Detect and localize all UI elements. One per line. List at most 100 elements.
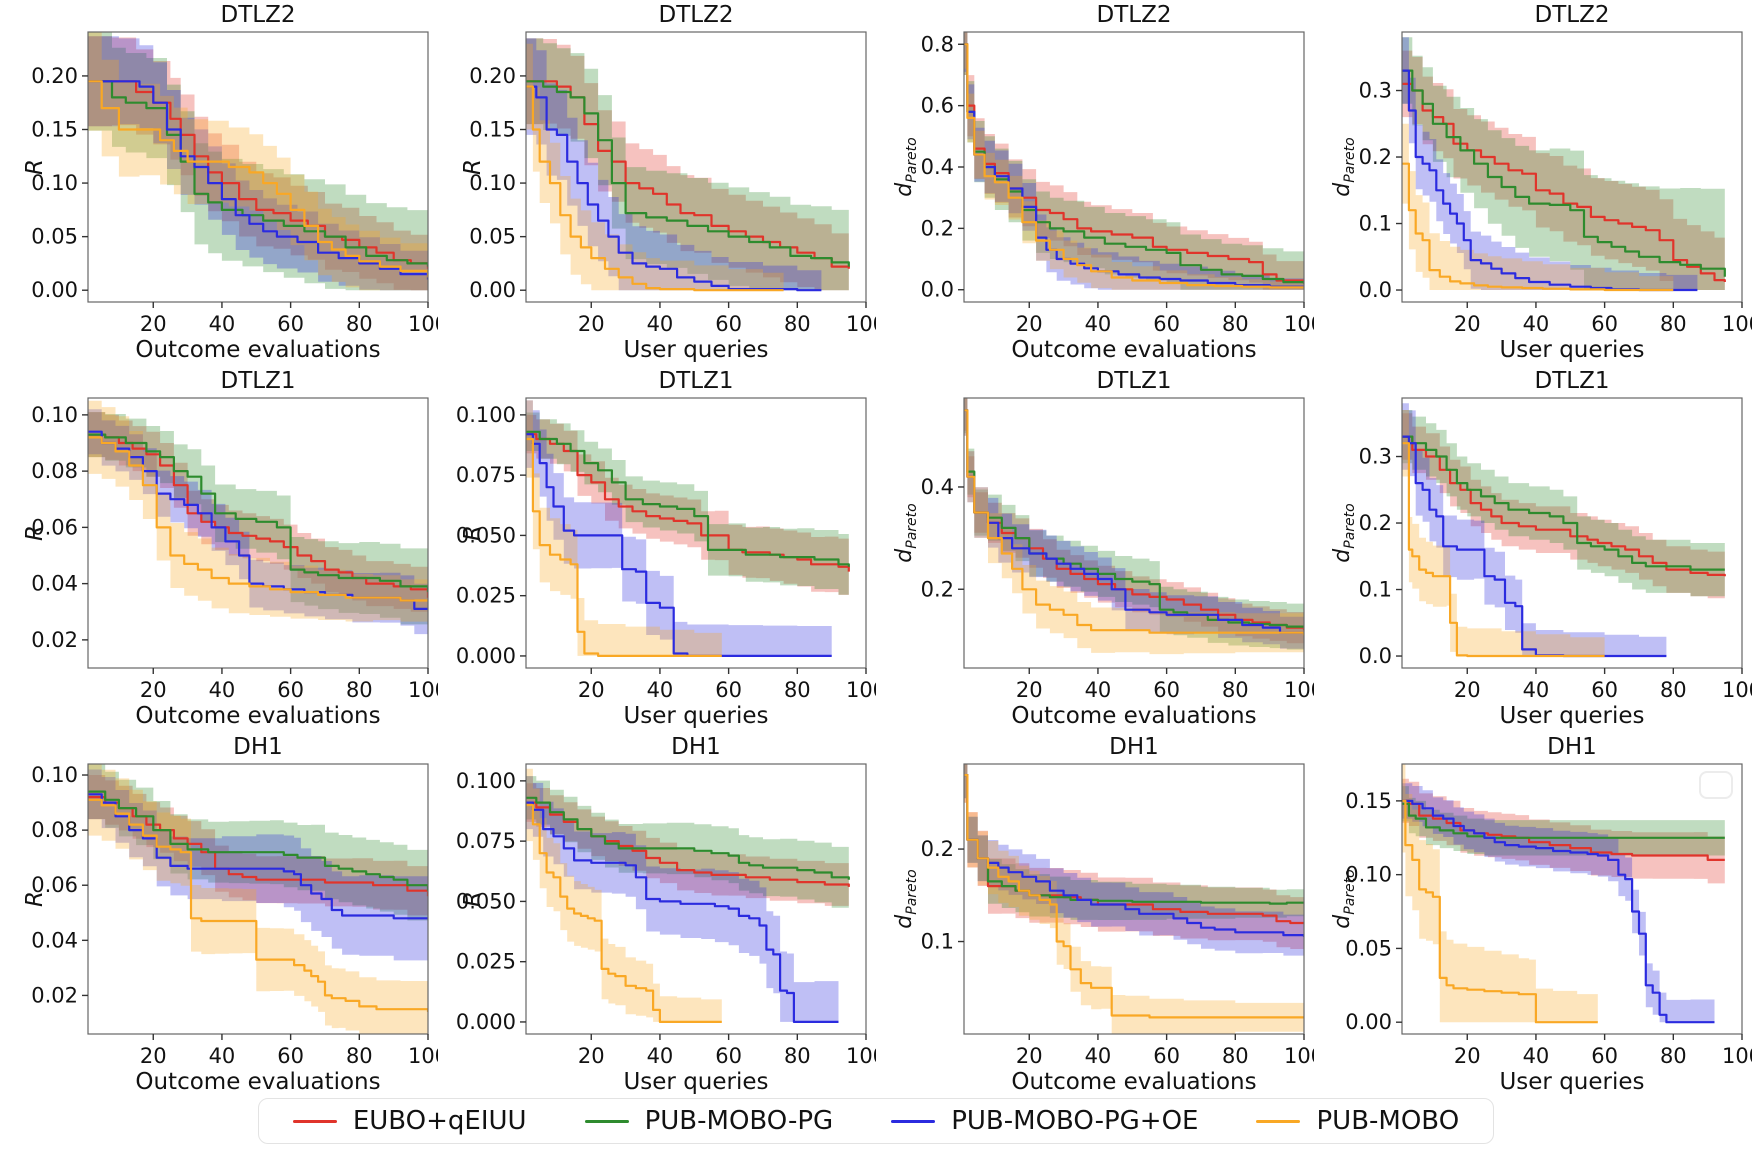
legend-line-marker [891, 1119, 936, 1123]
x-tick-label: 20 [1454, 1044, 1481, 1068]
x-tick-label: 80 [1660, 1044, 1687, 1068]
x-axis-label: User queries [1499, 703, 1644, 729]
series-line-PUB-MOBO-PG+OE [1402, 799, 1715, 1024]
y-axis-label-main: d [1330, 914, 1355, 929]
legend-box: EUBO+qEIUU PUB-MOBO-PG PUB-MOBO-PG+OE PUB-M… [257, 1098, 1495, 1144]
x-tick-label: 60 [277, 312, 304, 336]
axes-frame [525, 31, 867, 303]
x-tick-group: 20 40 60 80 100 [578, 1034, 876, 1068]
x-tick-group: 20 40 60 80 100 [1454, 302, 1752, 336]
series-line-PUB-MOBO [1402, 799, 1598, 1024]
series-line-PUB-MOBO-PG+OE [964, 409, 1304, 634]
x-tick-label: 100 [408, 678, 438, 702]
x-tick-label: 60 [715, 678, 742, 702]
x-tick-label: 20 [578, 312, 605, 336]
y-tick-label: 0.08 [31, 818, 78, 842]
y-axis-label: R [460, 159, 486, 175]
subplot-title: DTLZ1 [1097, 368, 1172, 394]
axes-frame [1401, 763, 1743, 1035]
x-tick-label: 20 [578, 678, 605, 702]
series-band-PUB-MOBO-PG [526, 38, 849, 291]
series-band-PUB-MOBO-PG [964, 32, 1304, 290]
series-line-PUB-MOBO [964, 43, 1304, 289]
empty-mini-legend-box [1699, 771, 1733, 799]
y-tick-label: 0.075 [456, 829, 516, 853]
series-band-EUBO+qEIUU [88, 36, 428, 291]
series-line-EUBO+qEIUU [1402, 435, 1726, 577]
y-tick-label: 0.05 [31, 225, 78, 249]
series-line-PUB-MOBO-PG+OE [1402, 435, 1667, 658]
y-tick-label: 0.4 [921, 155, 954, 179]
series-line-PUB-MOBO-PG [526, 430, 850, 567]
x-tick-label: 100 [846, 678, 876, 702]
series-line-PUB-MOBO [88, 798, 428, 1012]
series-band-PUB-MOBO [964, 764, 1304, 1034]
y-tick-group: 0.02 0.04 0.06 0.08 0.10 [31, 403, 88, 652]
x-tick-label: 40 [647, 312, 674, 336]
series-group [1402, 764, 1725, 1024]
y-tick-label: 0.0 [921, 278, 954, 302]
series-band-EUBO+qEIUU [964, 398, 1304, 646]
series-band-PUB-MOBO [964, 398, 1304, 655]
axes-frame [87, 397, 429, 669]
series-line-PUB-MOBO-PG+OE [964, 43, 1304, 288]
y-tick-label: 0.15 [1345, 789, 1392, 813]
x-tick-label: 20 [140, 1044, 167, 1068]
y-tick-label: 0.20 [31, 64, 78, 88]
y-tick-label: 0.02 [31, 983, 78, 1007]
y-tick-label: 0.100 [456, 403, 516, 427]
subplot-0-DTLZ2: 20 40 60 80 100 0.00 0.05 0.10 0.15 0.20 DTLZ2 Outc… [22, 2, 438, 363]
x-tick-label: 100 [1284, 1044, 1314, 1068]
legend-label: EUBO+qEIUU [352, 1106, 527, 1136]
y-tick-group: 0.00 0.05 0.10 0.15 0.20 [469, 64, 526, 302]
series-line-PUB-MOBO-PG [526, 796, 850, 880]
axes-frame [525, 397, 867, 669]
x-tick-label: 20 [1454, 312, 1481, 336]
y-axis-label: dPareto [1330, 869, 1358, 928]
y-tick-label: 0.000 [456, 644, 516, 668]
x-axis-label: User queries [1499, 337, 1644, 363]
y-axis-label-sub: Pareto [904, 137, 920, 182]
x-tick-label: 60 [1153, 312, 1180, 336]
subplot-2-DTLZ2: 20 40 60 80 100 0.0 0.2 0.4 0.6 0.8 DTLZ2 Outcome e… [892, 2, 1314, 363]
x-tick-label: 80 [1660, 678, 1687, 702]
y-tick-label: 0.1 [921, 930, 954, 954]
y-tick-label: 0.10 [469, 171, 516, 195]
axes-frame [87, 763, 429, 1035]
series-line-PUB-MOBO-PG [526, 80, 850, 267]
series-band-PUB-MOBO [526, 400, 722, 656]
axes-frame [87, 31, 429, 303]
y-axis-label: dPareto [892, 137, 920, 196]
series-line-PUB-MOBO-PG+OE [1402, 69, 1698, 292]
y-axis-label: dPareto [892, 869, 920, 928]
y-tick-group: 0.00 0.05 0.10 0.15 [1345, 789, 1402, 1034]
x-axis-label: Outcome evaluations [1011, 337, 1256, 363]
x-tick-label: 100 [1284, 678, 1314, 702]
y-tick-label: 0.050 [456, 523, 516, 547]
series-line-PUB-MOBO-PG [88, 790, 428, 891]
x-tick-label: 60 [277, 678, 304, 702]
y-tick-group: 0.02 0.04 0.06 0.08 0.10 [31, 763, 88, 1007]
y-tick-label: 0.10 [31, 763, 78, 787]
x-tick-label: 60 [1153, 1044, 1180, 1068]
y-tick-label: 0.2 [1359, 145, 1392, 169]
series-line-PUB-MOBO [88, 80, 428, 278]
subplot-11-DH1: 20 40 60 80 100 0.00 0.05 0.10 0.15 DH1 User queri… [1330, 734, 1752, 1095]
x-tick-label: 60 [715, 1044, 742, 1068]
series-band-EUBO+qEIUU [1402, 50, 1725, 290]
y-tick-label: 0.3 [1359, 79, 1392, 103]
series-line-PUB-MOBO-PG+OE [526, 85, 822, 292]
series-band-PUB-MOBO-PG+OE [526, 400, 832, 656]
y-axis-label-sub: Pareto [1342, 137, 1358, 182]
x-axis-label: User queries [623, 337, 768, 363]
y-tick-label: 0.1 [1359, 578, 1392, 602]
x-tick-label: 80 [346, 312, 373, 336]
subplot-title: DTLZ1 [659, 368, 734, 394]
y-tick-label: 0.04 [31, 572, 78, 596]
series-band-PUB-MOBO-PG+OE [1402, 403, 1667, 656]
y-axis-label-sub: Pareto [904, 869, 920, 914]
series-band-EUBO+qEIUU [1402, 413, 1725, 600]
subplot-3-DTLZ2: 20 40 60 80 100 0.0 0.1 0.2 0.3 DTLZ2 User queries… [1330, 2, 1752, 363]
series-line-PUB-MOBO [88, 436, 428, 602]
y-tick-label: 0.8 [921, 32, 954, 56]
